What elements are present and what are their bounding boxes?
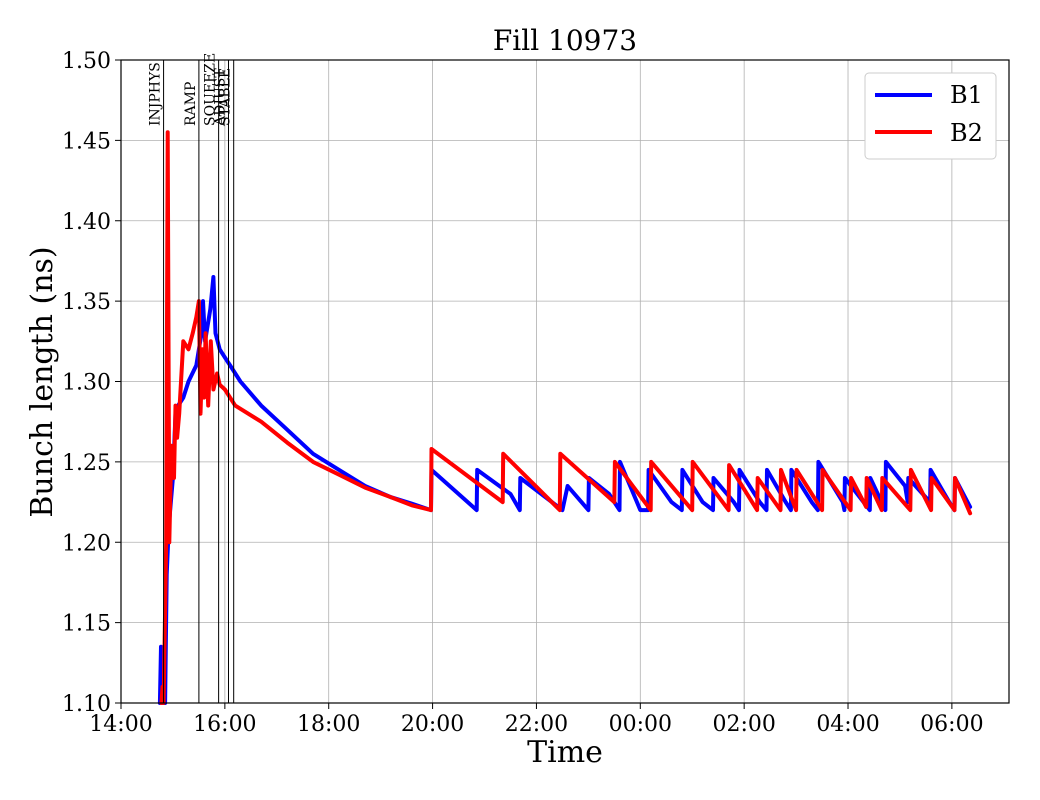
chart-title: Fill 10973 (493, 24, 637, 57)
legend-label-b1: B1 (950, 81, 983, 109)
y-tick-label: 1.20 (62, 531, 111, 556)
legend-label-b2: B2 (950, 119, 983, 147)
y-axis-title: Bunch length (ns) (25, 246, 60, 517)
phase-label-ramp: RAMP (183, 82, 199, 126)
phase-label-squeeze: SQUEEZE (203, 53, 219, 126)
legend: B1 B2 (864, 72, 997, 160)
y-tick-label: 1.30 (62, 371, 111, 396)
y-tick-label: 1.40 (62, 210, 111, 235)
plot-layer (157, 130, 973, 705)
y-tick-label: 1.45 (62, 129, 111, 154)
phase-label-stable: STABLE (218, 68, 234, 126)
series-line-b2 (159, 130, 973, 705)
x-tick-label: 02:00 (712, 712, 775, 737)
x-tick-label: 00:00 (609, 712, 672, 737)
x-tick-label: 18:00 (297, 712, 360, 737)
x-tick-label: 14:00 (89, 712, 152, 737)
x-tick-label: 04:00 (816, 712, 879, 737)
y-tick-label: 1.10 (62, 692, 111, 717)
x-tick-label: 20:00 (401, 712, 464, 737)
y-tick-label: 1.50 (62, 49, 111, 74)
x-axis-title: Time (527, 735, 603, 770)
x-tick-label: 06:00 (920, 712, 983, 737)
tick-layer: 14:00 16:00 18:00 20:00 22:00 00:00 02:00 04:00… (62, 49, 984, 737)
y-tick-label: 1.25 (62, 451, 111, 476)
y-tick-label: 1.15 (62, 612, 111, 637)
y-tick-label: 1.35 (62, 290, 111, 315)
x-tick-label: 22:00 (505, 712, 568, 737)
phase-label-injphys: INJPHYS (148, 62, 164, 126)
x-tick-label: 16:00 (193, 712, 256, 737)
phase-label-adjust: ADJUST (213, 68, 229, 127)
